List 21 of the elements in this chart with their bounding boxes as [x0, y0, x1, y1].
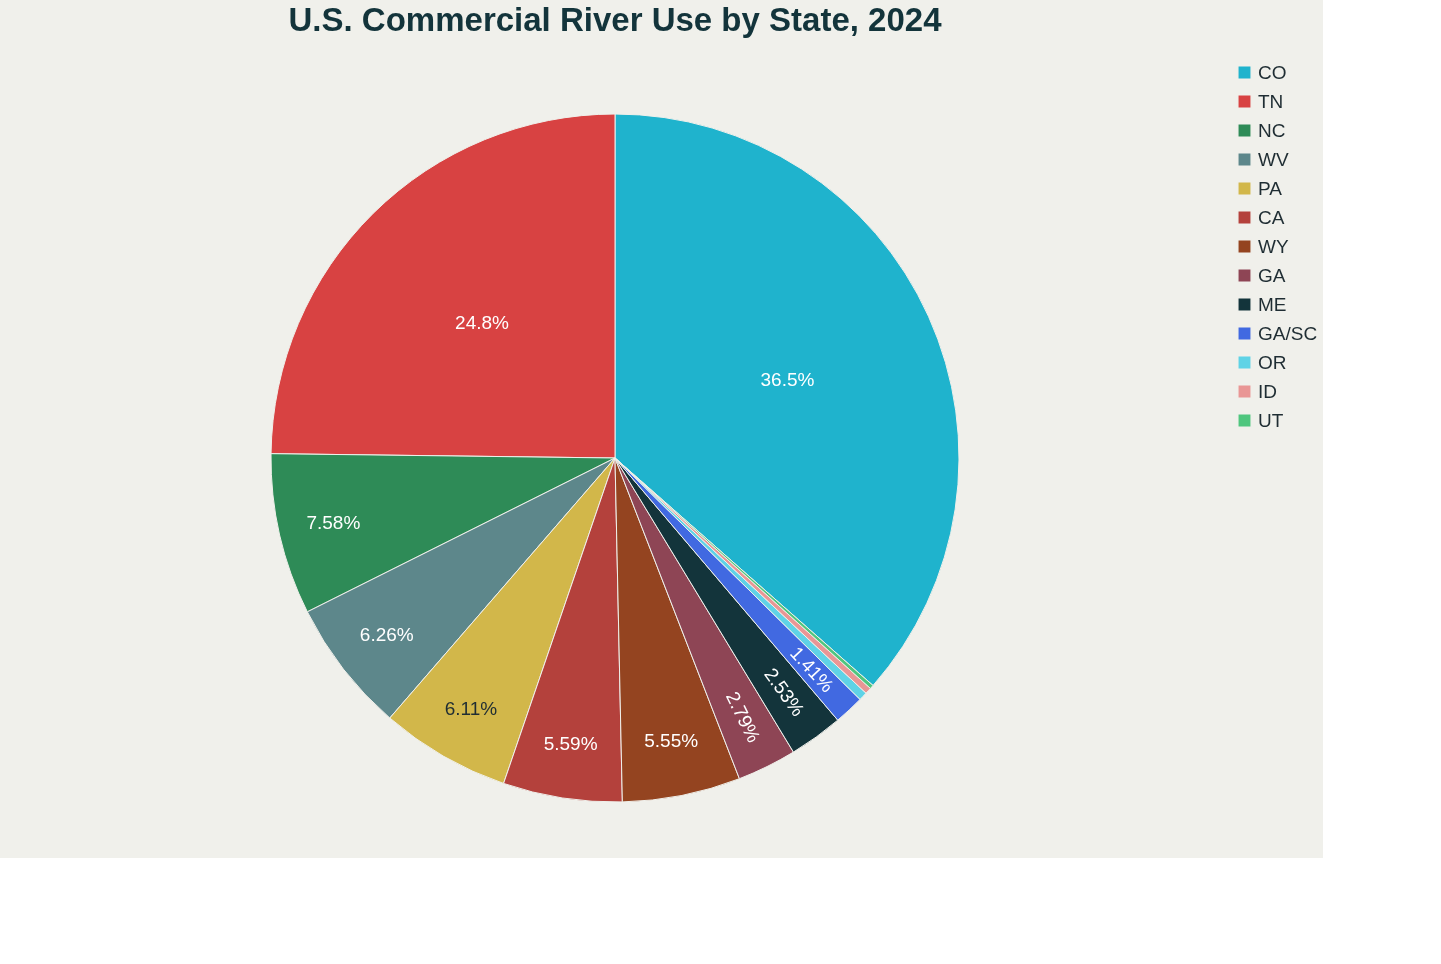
- legend-label: UT: [1258, 409, 1284, 431]
- legend-label: CO: [1258, 61, 1287, 83]
- chart-title: U.S. Commercial River Use by State, 2024: [288, 1, 943, 38]
- legend-label: ME: [1258, 293, 1287, 315]
- legend-label: GA/SC: [1258, 322, 1318, 344]
- legend-label: PA: [1258, 177, 1283, 199]
- legend-label: GA: [1258, 264, 1286, 286]
- legend-label: CA: [1258, 206, 1285, 228]
- legend-label: TN: [1258, 90, 1284, 112]
- legend-label: WV: [1258, 148, 1289, 170]
- legend-label: WY: [1258, 235, 1289, 257]
- data-label: 5.59%: [543, 732, 598, 754]
- data-label: 7.58%: [306, 511, 361, 533]
- data-label: 36.5%: [760, 369, 815, 391]
- data-label: 24.8%: [455, 312, 510, 334]
- data-label: 5.55%: [644, 730, 699, 752]
- legend-label: ID: [1258, 380, 1277, 402]
- data-label: 6.11%: [444, 697, 498, 719]
- legend-label: OR: [1258, 351, 1287, 373]
- legend-label: NC: [1258, 119, 1286, 141]
- data-label: 6.26%: [359, 624, 414, 646]
